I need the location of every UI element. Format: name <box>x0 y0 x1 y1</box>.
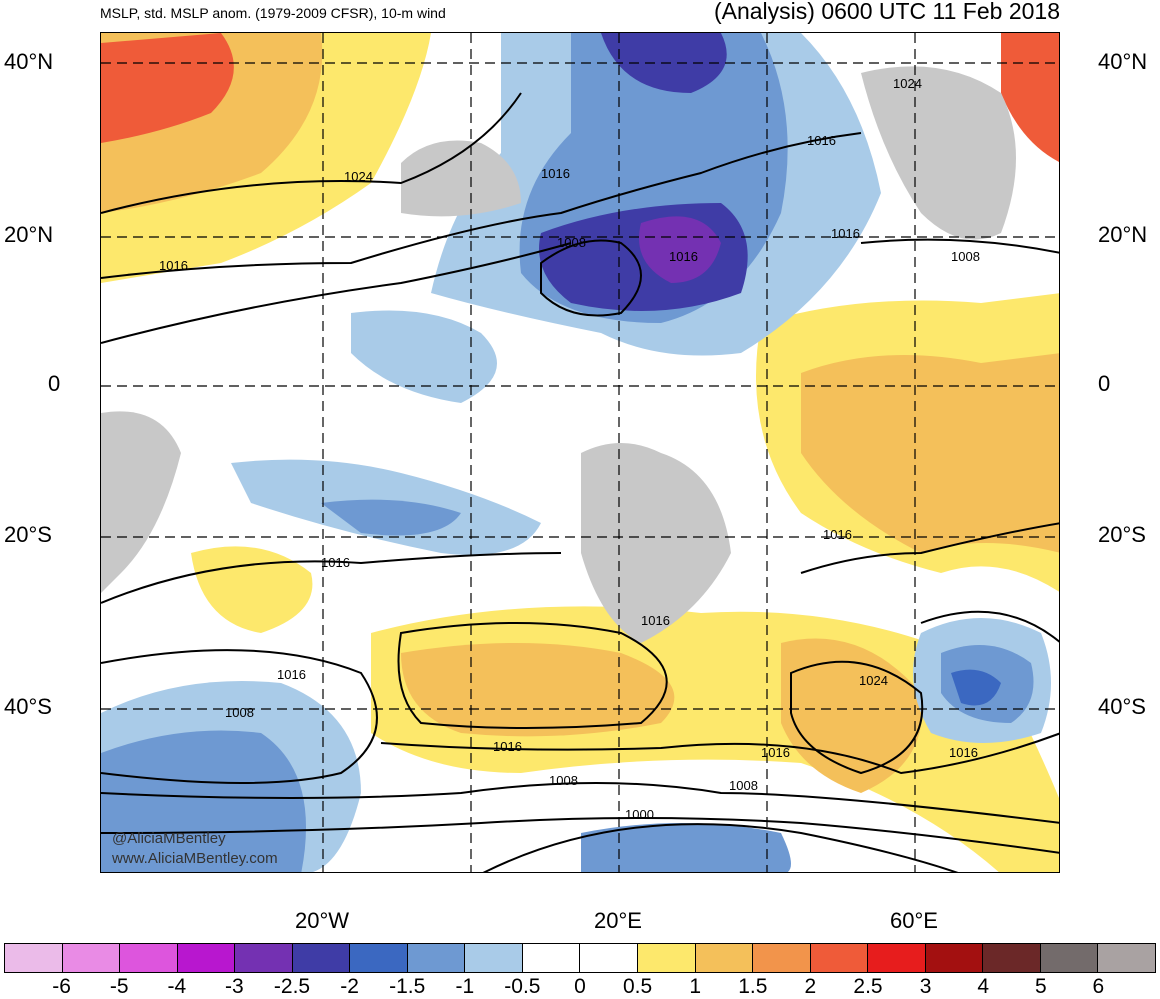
land-mask <box>101 411 181 593</box>
isobar-label: 1016 <box>831 226 860 241</box>
watermark-handle: @AliciaMBentley <box>112 830 226 847</box>
lat-label-right: 40°S <box>1098 694 1146 719</box>
isobar-label: 1024 <box>859 673 888 688</box>
colorbar-swatch <box>406 943 466 973</box>
colorbar-swatch <box>291 943 351 973</box>
colorbar-swatch <box>176 943 236 973</box>
isobar-label: 1016 <box>823 527 852 542</box>
land-mask <box>401 140 521 217</box>
colorbar-tick-label: -5 <box>109 975 129 998</box>
isobar-label: 1016 <box>669 249 698 264</box>
colorbar-swatch <box>4 943 63 973</box>
isobar-label: 1008 <box>557 235 586 250</box>
negative-anomaly-region <box>101 730 306 872</box>
colorbar-swatch <box>61 943 121 973</box>
colorbar-tick-label: 2 <box>804 975 817 998</box>
lat-label-left: 40°N <box>4 49 54 74</box>
lat-label-right: 0 <box>1098 371 1111 396</box>
lat-label-left: 40°S <box>4 694 52 719</box>
colorbar-tick-label: -0.5 <box>504 975 541 998</box>
colorbar-swatch <box>464 943 523 973</box>
isobar-label: 1016 <box>641 613 670 628</box>
isobar-label: 1008 <box>951 249 980 264</box>
negative-anomaly-region <box>581 823 791 872</box>
colorbar-swatch <box>234 943 293 973</box>
isobar-label: 1016 <box>949 745 978 760</box>
negative-anomaly-region <box>639 216 721 283</box>
colorbar-tick-label: -1 <box>455 975 475 998</box>
isobar-label: 1016 <box>761 745 790 760</box>
map-title: (Analysis) 0600 UTC 11 Feb 2018 <box>713 0 1060 24</box>
isobar-label: 1008 <box>729 778 758 793</box>
positive-anomaly-region <box>1001 33 1059 162</box>
colorbar-tick-label: 6 <box>1092 975 1105 998</box>
positive-anomaly-region <box>101 33 234 143</box>
colorbar-tick-label: 1 <box>689 975 702 998</box>
watermark-url: www.AliciaMBentley.com <box>112 850 278 867</box>
lat-label-right: 20°N <box>1098 222 1148 247</box>
isobar-label: 1008 <box>549 773 578 788</box>
lon-label: 20°W <box>294 908 350 933</box>
colorbar-tick-label: 0.5 <box>622 975 653 998</box>
lat-label-right: 40°N <box>1098 49 1148 74</box>
colorbar-swatch <box>752 943 811 973</box>
lat-label-right: 20°S <box>1098 522 1146 547</box>
colorbar-tick-label: -3 <box>225 975 244 998</box>
graticule <box>101 33 1059 872</box>
colorbar-swatch <box>982 943 1041 973</box>
isobar-label: 1008 <box>225 705 254 720</box>
colorbar-tick-label: -1.5 <box>389 975 426 998</box>
colorbar-swatch <box>867 943 926 973</box>
lat-label-left: 20°S <box>4 522 52 547</box>
map-panel: 1024 1016 1008 1016 1024 1016 1016 1008 … <box>100 32 1060 873</box>
colorbar-tick-label: -6 <box>52 975 71 998</box>
negative-anomaly-region <box>321 499 461 536</box>
lat-label-left: 0 <box>48 371 61 396</box>
isobar-label: 1016 <box>541 166 570 181</box>
lon-label: 60°E <box>890 908 938 933</box>
colorbar <box>4 943 1156 973</box>
colorbar-swatch <box>1097 943 1156 973</box>
negative-anomaly-region <box>351 310 497 403</box>
colorbar-tick-label: -2.5 <box>273 975 311 998</box>
colorbar-tick-label: 0 <box>574 975 586 998</box>
colorbar-tick-label: 3 <box>919 975 932 998</box>
map-subtitle: MSLP, std. MSLP anom. (1979-2009 CFSR), … <box>100 5 446 21</box>
negative-anomaly-region <box>951 669 1001 706</box>
land-mask <box>861 66 1016 240</box>
colorbar-swatch <box>637 943 696 973</box>
map-canvas: 1024 1016 1008 1016 1024 1016 1016 1008 … <box>101 33 1059 872</box>
isobar-label: 1016 <box>277 667 306 682</box>
colorbar-tick-label: 1.5 <box>738 975 768 998</box>
isobar-label: 1016 <box>321 555 350 570</box>
colorbar-swatch <box>349 943 408 973</box>
lon-label: 20°E <box>594 908 642 933</box>
isobar-label: 1024 <box>893 76 922 91</box>
colorbar-tick-label: -4 <box>167 975 187 998</box>
isobars <box>101 92 1059 872</box>
colorbar-swatch <box>809 943 869 973</box>
isobar-label: 1016 <box>493 739 522 754</box>
isobar-label: 1024 <box>344 169 373 184</box>
colorbar-tick-label: 2.5 <box>853 975 883 998</box>
colorbar-swatch <box>579 943 639 973</box>
colorbar-tick-label: 5 <box>1034 975 1047 998</box>
isobar-label: 1016 <box>807 133 836 148</box>
colorbar-swatch <box>1039 943 1099 973</box>
isobar-labels: 1024 1016 1008 1016 1024 1016 1016 1008 … <box>159 76 980 822</box>
lat-label-left: 20°N <box>4 222 54 247</box>
colorbar-swatch <box>521 943 581 973</box>
colorbar-tick-label: -2 <box>340 975 359 998</box>
positive-anomaly-region <box>801 353 1059 553</box>
colorbar-swatch <box>924 943 984 973</box>
colorbar-swatch <box>694 943 754 973</box>
isobar-label: 1016 <box>159 258 188 273</box>
isobar-label: 1000 <box>625 807 654 822</box>
colorbar-swatch <box>119 943 178 973</box>
colorbar-tick-label: 4 <box>977 975 990 998</box>
positive-anomaly-region <box>401 643 675 737</box>
positive-anomaly-region <box>781 638 923 793</box>
